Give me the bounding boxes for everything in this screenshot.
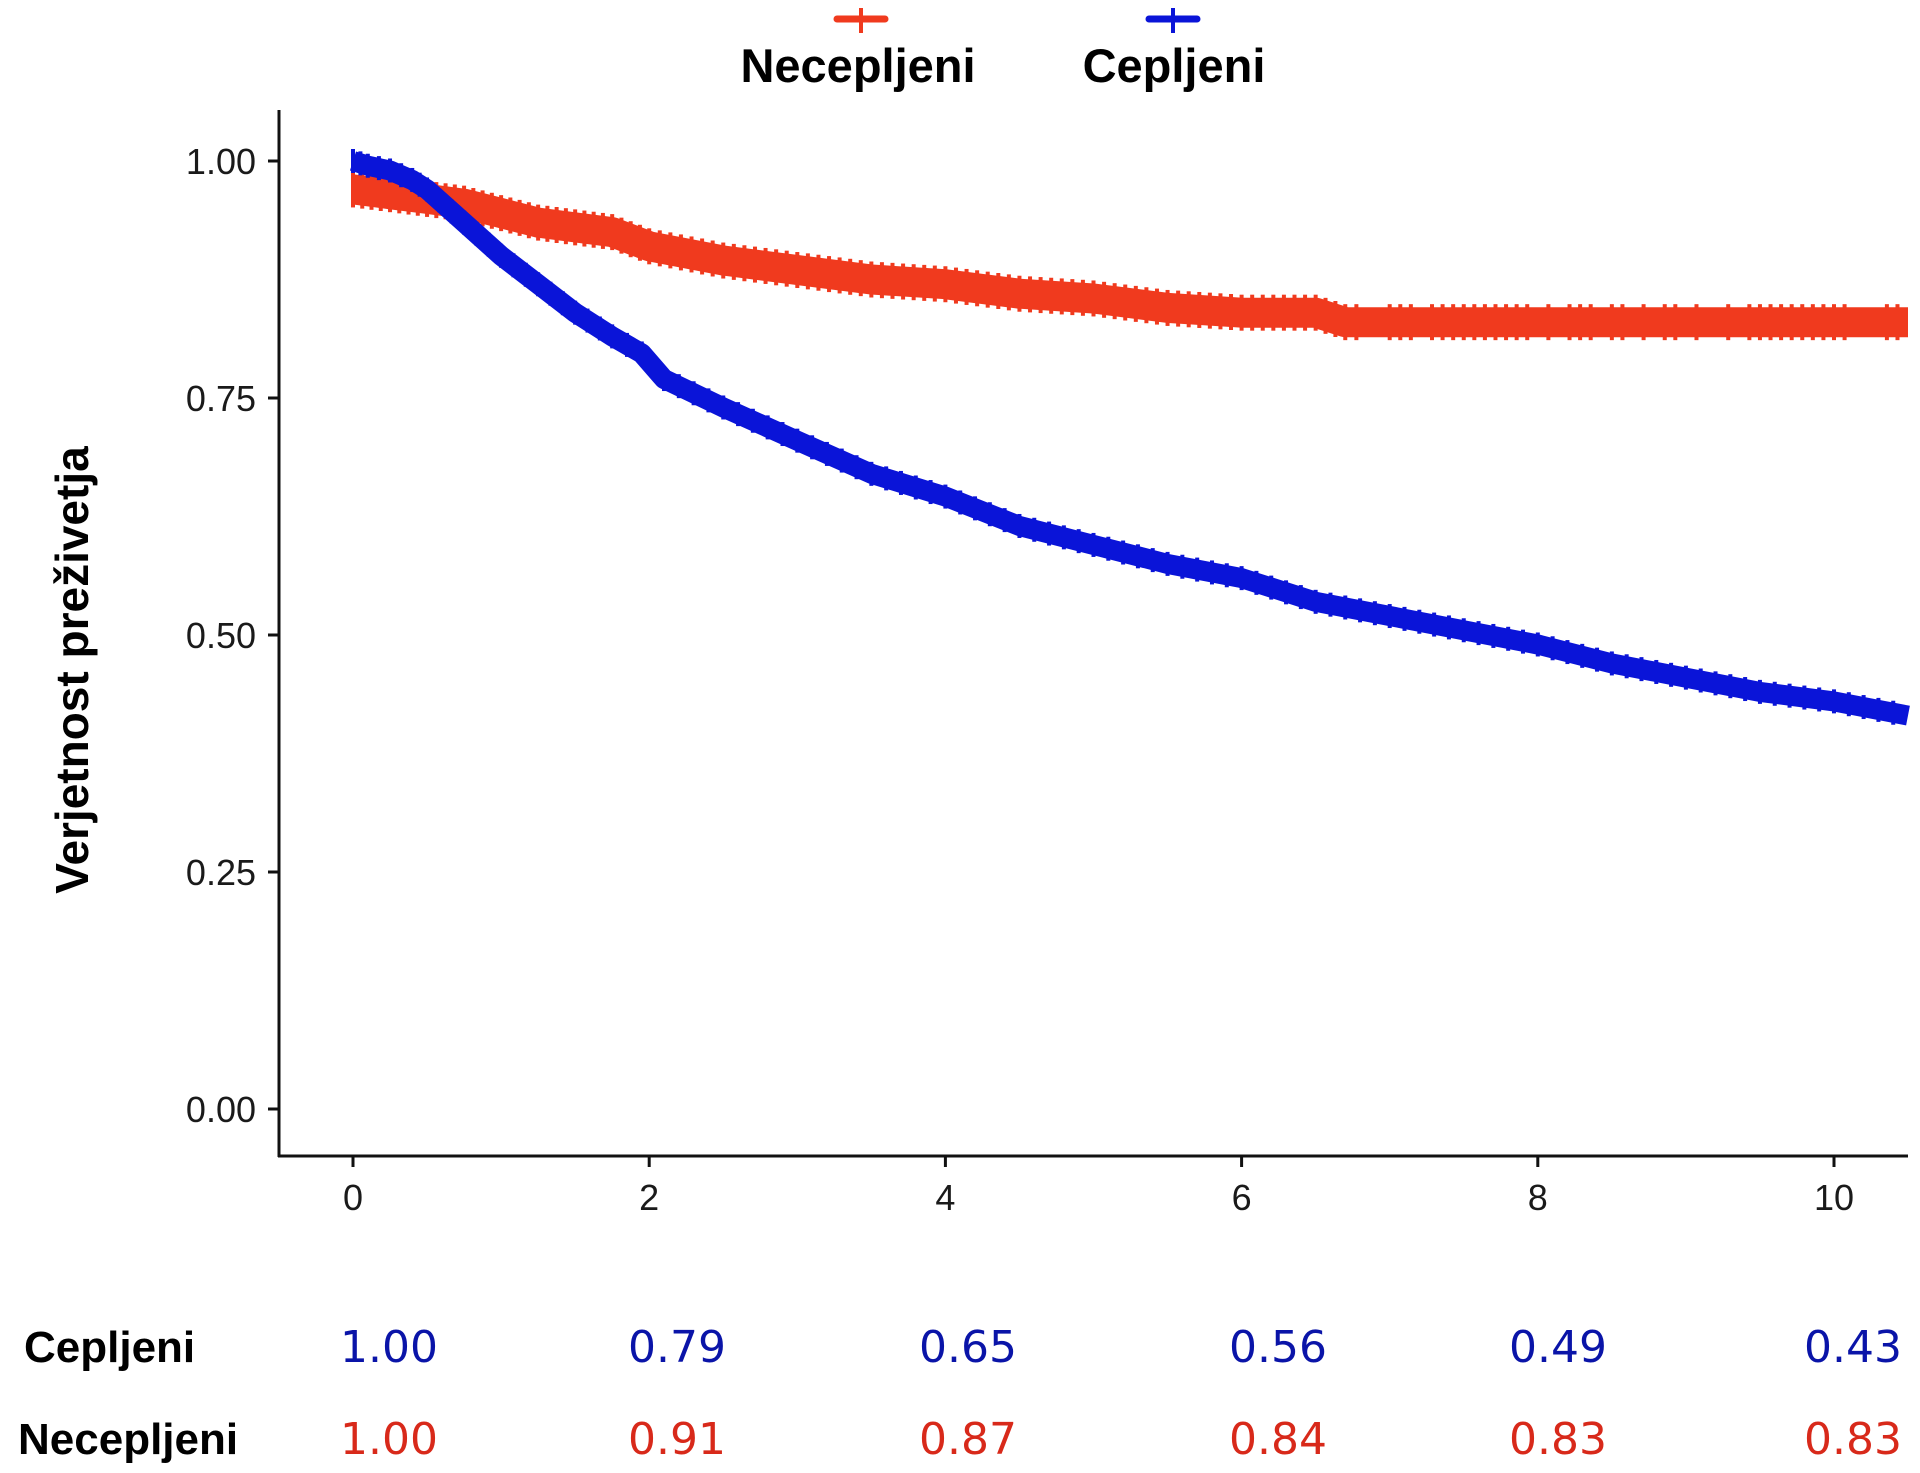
- risk-value-necepljeni: 0.87: [919, 1414, 1017, 1465]
- legend-marker-blue-plus-icon: [1149, 8, 1197, 33]
- series-layer: [353, 149, 1908, 725]
- risk-values: 1.00 0.79 0.65 0.56 0.49 0.43 1.00 0.91 0.87 0.84…: [340, 1322, 1902, 1465]
- risk-value-cepljeni: 0.56: [1229, 1322, 1327, 1373]
- series-line-necepljeni: [353, 189, 1908, 322]
- risk-value-cepljeni: 0.43: [1804, 1322, 1902, 1373]
- risk-value-necepljeni: 1.00: [340, 1414, 438, 1465]
- risk-value-cepljeni: 1.00: [340, 1322, 438, 1373]
- risk-value-necepljeni: 0.83: [1509, 1414, 1607, 1465]
- legend-item-cepljeni[interactable]: Cepljeni: [1083, 8, 1266, 92]
- x-ticks: 0 2 4 6 8 10: [343, 1156, 1854, 1218]
- risk-value-cepljeni: 0.49: [1509, 1322, 1607, 1373]
- y-ticks: 0.00 0.25 0.50 0.75 1.00: [186, 141, 279, 1130]
- risk-row-label-necepljeni: Necepljeni: [18, 1415, 238, 1464]
- y-tick-label: 1.00: [186, 141, 256, 182]
- x-tick-label: 8: [1528, 1177, 1548, 1218]
- risk-table: Cepljeni Necepljeni 1.00 0.79 0.65 0.56 0.49…: [18, 1322, 1902, 1465]
- x-tick-label: 10: [1814, 1177, 1854, 1218]
- risk-value-cepljeni: 0.79: [628, 1322, 726, 1373]
- y-tick-label: 0.75: [186, 378, 256, 419]
- x-tick-label: 4: [935, 1177, 955, 1218]
- y-tick-label: 0.50: [186, 615, 256, 656]
- risk-value-necepljeni: 0.91: [628, 1414, 726, 1465]
- legend-item-necepljeni[interactable]: Necepljeni: [740, 8, 975, 92]
- legend-marker-red-plus-icon: [837, 8, 885, 33]
- y-tick-label: 0.25: [186, 852, 256, 893]
- legend: Necepljeni Cepljeni: [740, 8, 1265, 92]
- risk-row-label-cepljeni: Cepljeni: [24, 1323, 195, 1372]
- x-tick-label: 0: [343, 1177, 363, 1218]
- x-tick-label: 2: [639, 1177, 659, 1218]
- y-tick-label: 0.00: [186, 1089, 256, 1130]
- x-tick-label: 6: [1232, 1177, 1252, 1218]
- y-axis-title: Verjetnost preživetja: [46, 446, 98, 894]
- risk-value-necepljeni: 0.84: [1229, 1414, 1327, 1465]
- legend-label-necepljeni: Necepljeni: [740, 39, 975, 92]
- risk-value-cepljeni: 0.65: [919, 1322, 1017, 1373]
- risk-value-necepljeni: 0.83: [1804, 1414, 1902, 1465]
- legend-label-cepljeni: Cepljeni: [1083, 39, 1266, 92]
